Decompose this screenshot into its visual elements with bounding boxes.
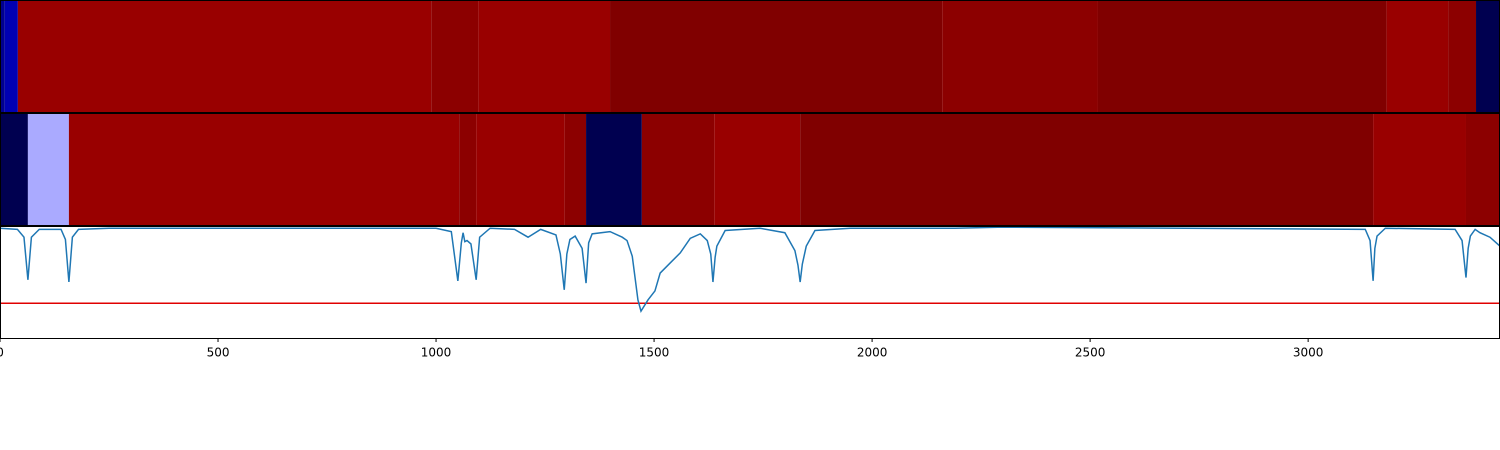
- heatmap-cell: [641, 113, 715, 225]
- x-tick-label: 500: [207, 346, 230, 360]
- heatmap-cell: [1097, 0, 1387, 112]
- heatmap-cell: [0, 0, 5, 112]
- x-tick-label: 0: [0, 346, 4, 360]
- heatmap-cell: [4, 0, 18, 112]
- heatmap-cell: [714, 113, 801, 225]
- heatmap-cell: [800, 113, 1374, 225]
- heatmap-cell: [17, 0, 432, 112]
- heatmap-cell: [478, 0, 611, 112]
- heatmap-cell: [1476, 0, 1500, 112]
- heatmap-cell: [610, 0, 943, 112]
- heatmap-cell: [1386, 0, 1449, 112]
- heatmap-cell: [1448, 0, 1477, 112]
- x-tick-label: 1000: [421, 346, 452, 360]
- heatmap-cell: [942, 0, 1098, 112]
- heatmap-cell: [0, 113, 28, 225]
- x-tick-label: 3000: [1293, 346, 1324, 360]
- x-tick-label: 2000: [857, 346, 888, 360]
- heatmap-cell: [27, 113, 69, 225]
- heatmap-cell: [586, 113, 642, 225]
- x-tick-label: 2500: [1075, 346, 1106, 360]
- heatmap-cell: [1373, 113, 1466, 225]
- heatmap-cell: [476, 113, 565, 225]
- axes-frame: [0, 226, 1500, 339]
- heatmap-cell: [1465, 113, 1500, 225]
- spectrum-line: [0, 226, 1500, 313]
- heatmap-cell: [564, 113, 587, 225]
- heatmap-cell: [431, 0, 479, 112]
- x-tick-label: 1500: [639, 346, 670, 360]
- heatmap-cell: [68, 113, 460, 225]
- heatmap-cell: [459, 113, 477, 225]
